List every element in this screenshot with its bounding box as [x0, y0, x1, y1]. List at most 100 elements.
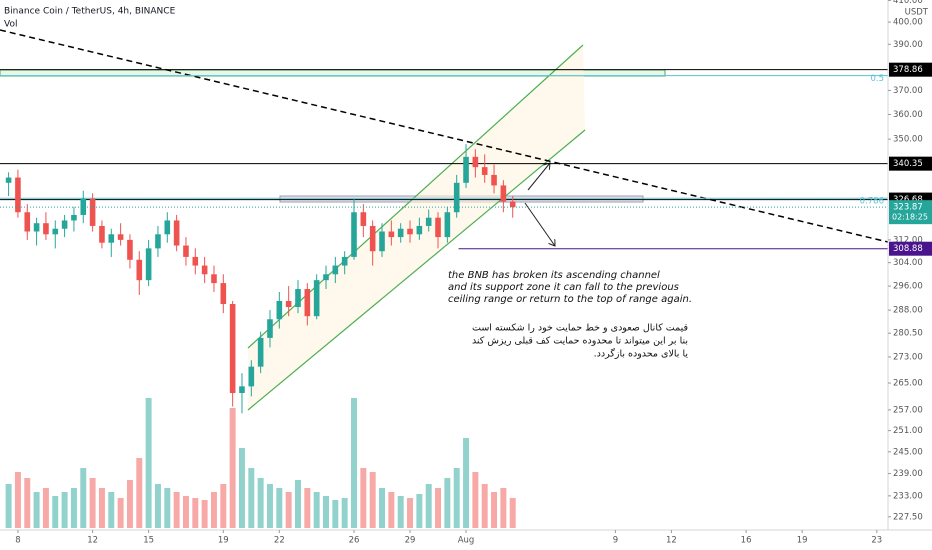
volume-bar: [491, 492, 498, 528]
y-tick-label: 400.00: [893, 18, 923, 28]
x-tick-label: 12: [666, 536, 677, 546]
volume-bar: [24, 478, 31, 528]
volume-bar: [285, 492, 292, 528]
y-tick-label: 288.00: [893, 306, 923, 316]
volume-bar: [388, 492, 395, 528]
candle-body: [481, 167, 488, 175]
candle-body: [369, 225, 376, 252]
volume-bar: [481, 484, 488, 528]
candle-body: [239, 386, 245, 394]
volume-bar: [117, 498, 124, 528]
y-tick-label: 304.00: [893, 258, 923, 268]
x-tick-label: Aug: [458, 536, 475, 546]
annotation-fa: یا بالای محدوده بازگردد.: [594, 348, 689, 360]
candle-body: [491, 174, 497, 186]
annotation-fa: قیمت کانال صعودی و خط حمایت خود را شکسته…: [472, 323, 688, 334]
candle-body: [388, 231, 395, 238]
price-tag-label: 378.86: [893, 65, 923, 75]
volume-bar: [210, 492, 217, 528]
candle-body: [99, 225, 105, 243]
candle-body: [444, 212, 451, 238]
y-tick-label: 227.50: [893, 512, 923, 522]
y-tick-label: 370.00: [893, 86, 923, 96]
volume-bar: [397, 496, 404, 528]
volume-label: Vol: [4, 20, 17, 30]
x-tick-label: 23: [871, 536, 882, 546]
volume-bar: [238, 448, 245, 528]
candle-body: [164, 220, 171, 235]
x-tick-label: 22: [274, 536, 285, 546]
price-tag-label: 340.35: [893, 159, 923, 169]
candle-body: [472, 156, 479, 168]
arrow-down: [524, 202, 555, 246]
candle-body: [463, 156, 469, 183]
volume-bar: [61, 492, 68, 528]
fib-label: 0.5: [870, 74, 884, 84]
volume-bar: [323, 496, 329, 528]
candle-body: [313, 280, 320, 317]
candle-body: [127, 239, 133, 260]
candle-body: [407, 228, 413, 235]
candle-body: [61, 220, 68, 229]
candle-body: [304, 289, 311, 317]
candle-body: [15, 177, 21, 213]
candle-body: [257, 337, 264, 367]
volume-bar: [472, 472, 479, 528]
price-tag: [889, 62, 932, 77]
price-tag: [889, 156, 932, 171]
x-tick-label: 12: [87, 536, 98, 546]
y-tick-label: 233.00: [893, 491, 923, 501]
y-tick-label: 251.00: [893, 426, 923, 436]
candle-body: [5, 177, 12, 183]
candle-body: [435, 217, 441, 238]
volume-bar: [5, 484, 12, 528]
volume-bar: [14, 472, 21, 528]
candle-body: [80, 198, 87, 215]
y-tick-label: 410.00: [893, 0, 923, 6]
candle-body: [155, 234, 161, 249]
channel-fill: [248, 45, 585, 410]
volume-bar: [266, 484, 273, 528]
candle-body: [397, 228, 404, 238]
y-tick-label: 280.50: [893, 329, 923, 339]
candle-body: [248, 366, 255, 387]
volume-bar: [416, 494, 423, 528]
candle-body: [323, 274, 329, 281]
y-tick-label: 312.00: [893, 235, 923, 245]
volume-bar: [70, 488, 77, 528]
candle-body: [117, 234, 124, 240]
candle-body: [192, 256, 199, 266]
volume-bar: [351, 398, 357, 528]
channel-lower: [247, 129, 586, 411]
volume-bar: [435, 488, 442, 528]
candle-body: [500, 185, 507, 202]
last-price-tag: [889, 200, 932, 225]
candle-body: [379, 231, 385, 252]
y-tick-label: 390.00: [893, 40, 923, 50]
x-tick-label: 16: [741, 536, 752, 546]
volume-bar: [509, 498, 516, 528]
arrow-up: [527, 163, 550, 191]
candle-body: [24, 212, 31, 232]
volume-bar: [276, 488, 283, 528]
volume-bar: [229, 408, 236, 528]
trend-line: [0, 29, 889, 243]
volume-bar: [500, 488, 507, 528]
price-axis: [888, 0, 932, 550]
y-tick-label: 257.00: [893, 405, 923, 415]
candle-body: [360, 212, 367, 226]
x-tick-label: 26: [349, 536, 360, 546]
candle-body: [351, 212, 357, 257]
volume-bar: [52, 496, 59, 528]
drawings: [0, 29, 889, 411]
chart-title: Binance Coin / TetherUS, 4h, BINANCE: [4, 7, 176, 17]
volume-bar: [182, 496, 189, 528]
candle-body: [276, 300, 283, 320]
candle-body: [285, 300, 292, 308]
countdown: 02:18:25: [892, 213, 928, 222]
x-tick-label: 29: [405, 536, 416, 546]
volume-bar: [98, 488, 105, 528]
candle-body: [71, 214, 77, 221]
y-tick-label: 360.00: [893, 110, 923, 120]
